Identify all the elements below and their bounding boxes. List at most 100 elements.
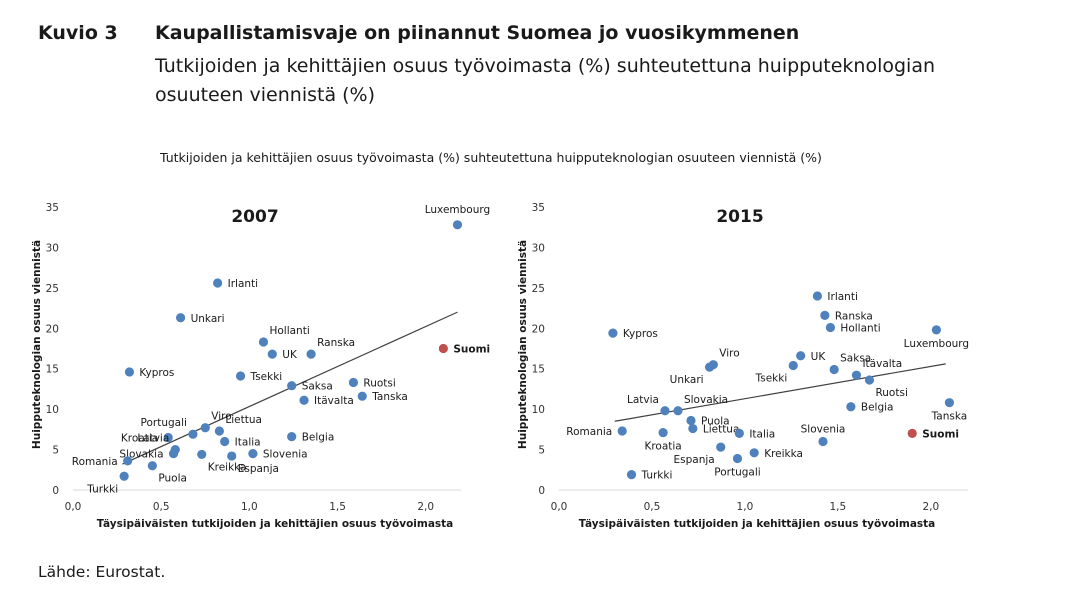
chart-2007-ytick: 20	[46, 323, 59, 335]
chart-2007-point-tsekki	[235, 371, 246, 381]
chart-2007-xlabel: Täysipäiväisten tutkijoiden ja kehittäji…	[97, 518, 454, 530]
chart-2007-label-uk: UK	[282, 349, 298, 361]
chart-2015-point-ranska	[820, 310, 830, 320]
chart-2007-point-uk	[267, 349, 277, 359]
chart-2015-point-belgia	[846, 402, 856, 412]
chart-2007-label-kroatia: Kroatia	[121, 432, 158, 444]
chart-2015-point-uk	[796, 351, 806, 361]
chart-2007-point-espanja	[227, 451, 237, 461]
chart-2015-point-liettua	[688, 423, 698, 434]
chart-2015-label-ruotsi: Ruotsi	[875, 387, 907, 399]
chart-2015-xtick: 1,0	[737, 501, 754, 513]
chart-2015-trendline	[614, 363, 946, 422]
chart-2007-label-tanska: Tanska	[371, 391, 408, 403]
chart-2007-xtick: 0,5	[153, 501, 170, 513]
chart-2015-label-tanska: Tanska	[931, 411, 968, 423]
chart-2007-label-kreikka: Kreikka	[208, 461, 247, 473]
chart-2007-label-it-valta: Itävalta	[314, 395, 354, 407]
chart-2007-ytick: 0	[52, 485, 59, 497]
figure-title: Kaupallistamisvaje on piinannut Suomea j…	[155, 22, 800, 44]
chart-2015-point-hollanti	[825, 322, 836, 333]
chart-2007-label-espanja: Espanja	[238, 463, 279, 475]
chart-2015-xtick: 2,0	[922, 501, 939, 513]
chart-2015-label-tsekki: Tsekki	[755, 372, 788, 384]
chart-2015-point-suomi	[907, 428, 917, 438]
chart-2007-label-romania: Romania	[72, 456, 118, 468]
chart-2007-point-viro	[200, 423, 210, 433]
chart-2007-xtick: 1,0	[241, 501, 258, 513]
chart-2015-point-latvia	[660, 406, 670, 416]
chart-2015-label-slovakia: Slovakia	[684, 394, 728, 406]
chart-2015-label-italia: Italia	[749, 428, 775, 440]
chart-2007-point-unkari	[175, 313, 186, 323]
chart-2007-label-belgia: Belgia	[302, 432, 335, 444]
figure-label: Kuvio 3	[38, 22, 118, 44]
chart-2015-ytick: 15	[532, 364, 545, 376]
chart-2007-label-latvia: Latvia	[137, 433, 169, 445]
chart-2015-label-irlanti: Irlanti	[827, 291, 857, 303]
chart-2007-point-turkki	[119, 471, 129, 481]
chart-2015-label-romania: Romania	[566, 426, 612, 438]
chart-2015-title: 2015	[716, 207, 763, 227]
source-note: Lähde: Eurostat.	[38, 563, 166, 581]
chart-2015-label-kypros: Kypros	[623, 328, 658, 340]
chart-2007-ytick: 10	[46, 404, 59, 416]
chart-2015-label-unkari: Unkari	[670, 374, 704, 386]
chart-2015-point-unkari	[704, 362, 715, 372]
chart-2015-point-turkki	[626, 470, 637, 480]
chart-2015-label-espanja: Espanja	[674, 454, 715, 466]
chart-2015-label-slovenia: Slovenia	[801, 423, 846, 435]
chart-2007-point-liettua	[214, 426, 224, 436]
chart-2015-label-hollanti: Hollanti	[840, 322, 880, 334]
chart-2015-label-viro: Viro	[719, 348, 739, 360]
chart-2007-point-suomi	[438, 343, 448, 354]
chart-2007-point-kreikka	[197, 449, 207, 460]
chart-2015-label-portugali: Portugali	[714, 466, 760, 478]
chart-2015-label-luxembourg: Luxembourg	[904, 338, 969, 350]
chart-2015-point-it-valta	[851, 370, 862, 380]
chart-2007-label-ranska: Ranska	[317, 337, 355, 349]
chart-2007-point-tanska	[357, 391, 367, 401]
chart-2015-point-romania	[617, 426, 627, 436]
chart-2015-label-ranska: Ranska	[835, 310, 873, 322]
chart-2007-point-puola	[147, 461, 157, 471]
chart-2007-xtick: 1,5	[329, 501, 346, 513]
chart-2015-point-luxembourg	[931, 325, 941, 335]
chart-2007-point-kypros	[124, 367, 135, 377]
chart-2015-label-latvia: Latvia	[627, 394, 659, 406]
chart-2007-xtick: 0,0	[65, 501, 82, 513]
chart-2007-ytick: 5	[52, 445, 59, 457]
chart-2007-point-italia	[220, 436, 230, 447]
chart-2007-label-tsekki: Tsekki	[250, 371, 283, 383]
chart-2015-ytick: 5	[538, 445, 545, 457]
chart-2007-point-it-valta	[299, 395, 309, 405]
chart-2007-label-slovenia: Slovenia	[263, 449, 308, 461]
chart-2007-title: 2007	[231, 207, 278, 227]
chart-2015-ytick: 25	[532, 283, 545, 295]
chart-2015-ytick: 35	[532, 202, 545, 214]
chart-2007-label-puola: Puola	[158, 473, 187, 485]
chart-2007-label-hollanti: Hollanti	[269, 325, 309, 337]
chart-2007-label-liettua: Liettua	[225, 414, 262, 426]
chart-2007-point-slovakia	[168, 449, 179, 459]
chart-2015-label-kreikka: Kreikka	[764, 448, 803, 460]
chart-2015-label-uk: UK	[811, 351, 827, 363]
chart-2015-point-slovenia	[818, 436, 828, 447]
chart-2015-point-tanska	[944, 398, 955, 408]
chart-2015-xlabel: Täysipäiväisten tutkijoiden ja kehittäji…	[579, 518, 936, 530]
chart-2007-point-hollanti	[258, 337, 269, 347]
chart-2007-label-suomi: Suomi	[453, 344, 490, 356]
chart-2007-point-irlanti	[213, 278, 223, 288]
chart-2007-label-ruotsi: Ruotsi	[363, 377, 395, 389]
chart-2007-point-kroatia	[163, 432, 173, 443]
chart-2015-point-portugali	[732, 453, 743, 464]
chart-2015-xtick: 0,0	[551, 501, 568, 513]
chart-2015-point-espanja	[716, 442, 726, 452]
chart-2007-ytick: 15	[46, 364, 59, 376]
chart-2015-point-puola	[686, 415, 696, 426]
chart-2015-xtick: 1,5	[830, 501, 847, 513]
chart-2015-ytick: 0	[538, 485, 545, 497]
chart-2007-point-saksa	[287, 381, 297, 391]
chart-2007-label-viro: Viro	[211, 411, 231, 423]
